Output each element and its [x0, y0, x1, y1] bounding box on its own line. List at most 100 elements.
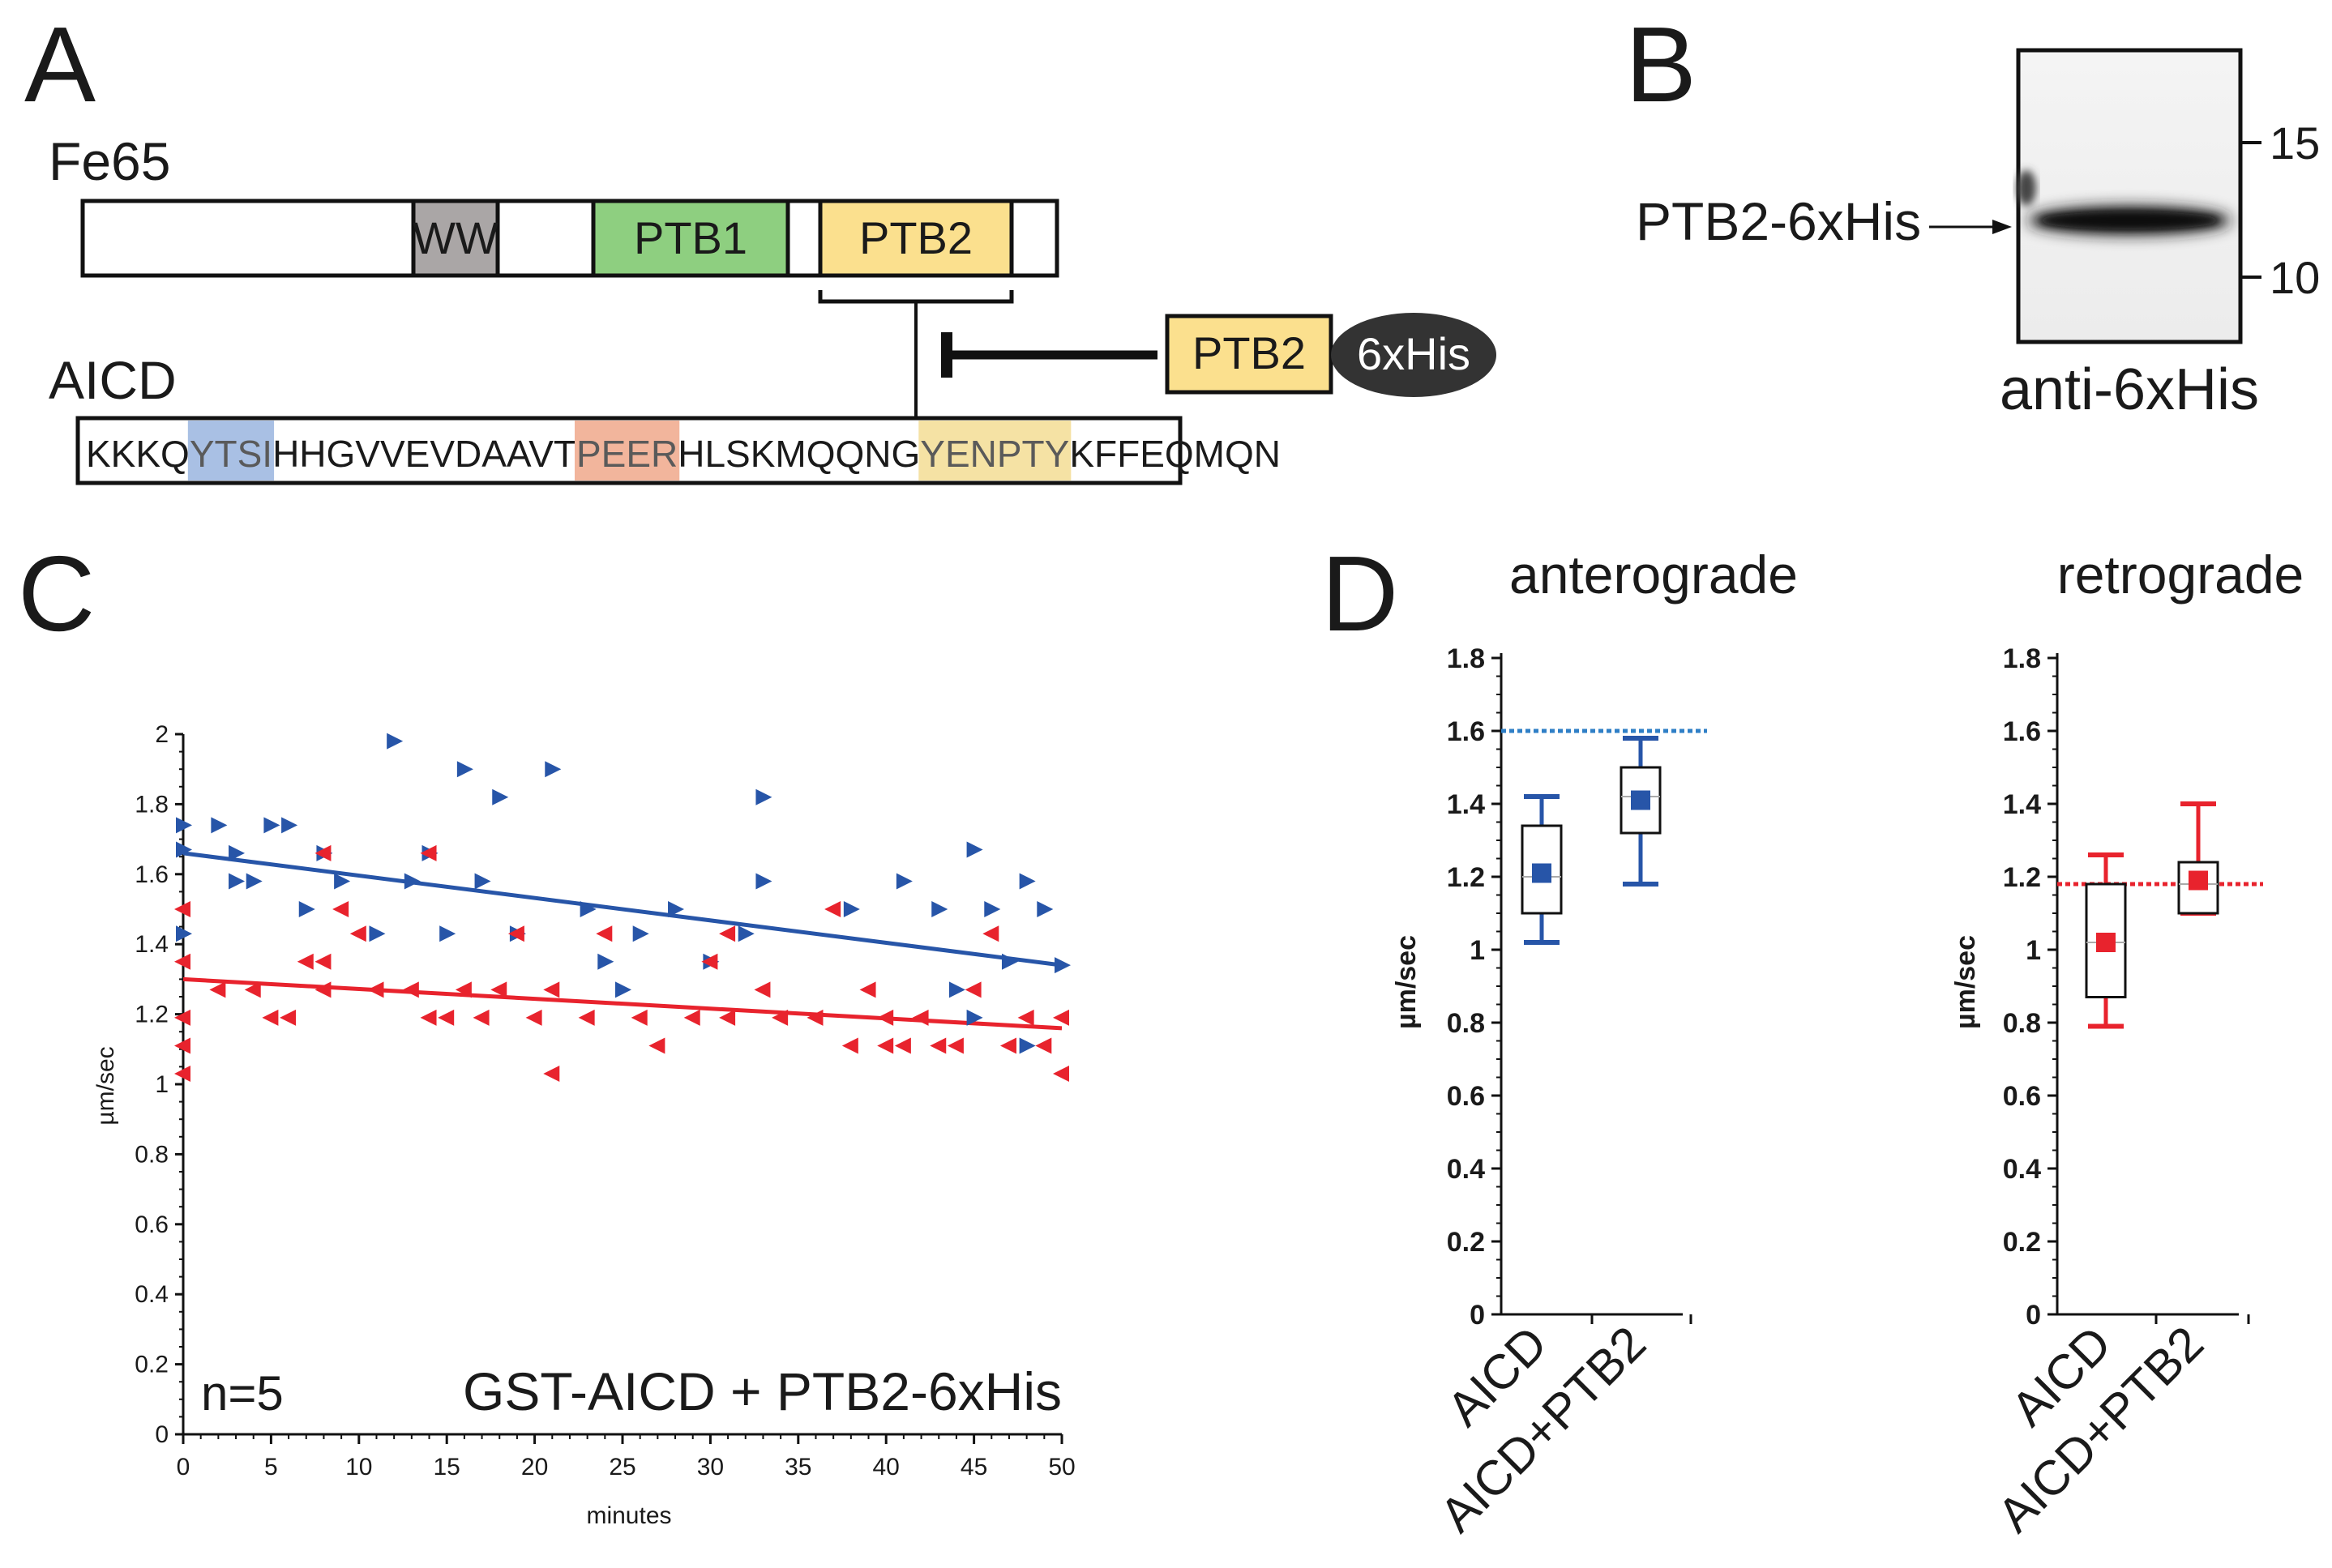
point-anterograde: [1055, 957, 1071, 974]
c-x-axis-label: minutes: [586, 1502, 671, 1529]
c-x-tick-label: 30: [697, 1454, 724, 1480]
construct-ptb2-label: PTB2: [1192, 327, 1306, 378]
sequence-segment: PEER: [576, 433, 678, 475]
d-retrograde-y-label: µm/sec: [1950, 935, 1981, 1029]
point-retrograde: [349, 925, 366, 942]
d-y-tick-label: 1.2: [2003, 862, 2041, 893]
point-retrograde: [596, 925, 613, 942]
d-y-tick-label: 0.6: [1447, 1081, 1485, 1112]
c-x-tick-label: 45: [961, 1454, 987, 1480]
his-tag-label: 6xHis: [1357, 328, 1470, 379]
ww-domain-label: WW: [413, 212, 498, 263]
c-x-tick-label: 10: [345, 1454, 372, 1480]
point-anterograde: [984, 901, 1001, 917]
c-y-tick-label: 0.8: [135, 1141, 169, 1168]
ww-domain: [411, 199, 500, 278]
c-y-tick-label: 0.2: [135, 1352, 169, 1378]
point-anterograde: [966, 1009, 983, 1026]
point-anterograde: [334, 873, 351, 890]
d-retrograde-title: retrograde: [2057, 545, 2304, 605]
point-retrograde: [754, 981, 771, 998]
point-retrograde: [490, 981, 507, 998]
panel-d: D anterograde µm/sec 0 0.2 0.4 0.6 0.8 1 1.2 1.…: [1321, 534, 2304, 1542]
d-y-tick-label: 1.2: [1447, 862, 1485, 893]
point-anterograde: [474, 873, 491, 890]
blot-edge-smear: [2017, 170, 2036, 206]
point-retrograde: [402, 981, 419, 998]
point-anterograde: [580, 901, 597, 917]
c-y-tick-label: 1: [155, 1071, 169, 1098]
point-retrograde: [525, 1009, 542, 1026]
point-retrograde: [982, 925, 999, 942]
fe65-label: Fe65: [49, 131, 170, 191]
point-anterograde: [229, 873, 246, 890]
ptb1-domain-label: PTB1: [634, 212, 747, 263]
point-anterograde: [298, 901, 315, 917]
blot-band-core: [2039, 211, 2220, 229]
point-anterograde: [738, 925, 755, 942]
point-anterograde: [755, 788, 772, 805]
point-retrograde: [841, 1037, 858, 1054]
point-retrograde: [367, 981, 384, 998]
point-retrograde: [912, 1009, 929, 1026]
d-mean-marker: [1631, 790, 1650, 810]
point-anterograde: [545, 761, 562, 778]
point-anterograde: [1019, 873, 1036, 890]
d-mean-marker: [2189, 870, 2208, 891]
d-y-tick-label: 1.6: [1447, 716, 1485, 747]
sequence-segment: KFFEQMQN: [1069, 433, 1281, 475]
point-anterograde: [668, 901, 685, 917]
panel-d-letter: D: [1321, 534, 1398, 653]
point-anterograde: [948, 981, 965, 998]
point-retrograde: [244, 981, 261, 998]
ptb1-domain: [591, 199, 790, 278]
point-retrograde: [683, 1009, 700, 1026]
aicd-label: AICD: [49, 350, 177, 410]
motif-highlight: [918, 421, 1072, 481]
point-retrograde: [1053, 1009, 1069, 1026]
c-x-tick-label: 5: [264, 1454, 278, 1480]
point-anterograde: [404, 873, 421, 890]
point-anterograde: [456, 761, 473, 778]
sequence-segment: YTSI: [190, 433, 272, 475]
d-mean-marker: [1532, 863, 1551, 883]
sequence-segment: HHGVVEVDAAVT: [272, 433, 576, 475]
c-y-axis-label: µm/sec: [92, 1046, 119, 1125]
point-retrograde: [314, 953, 332, 970]
point-retrograde: [543, 981, 560, 998]
point-anterograde: [755, 873, 772, 890]
point-retrograde: [507, 925, 524, 942]
panel-a: A Fe65 WW PTB1 PTB2 PTB2 6xHis AICD KKKQ…: [24, 5, 1496, 485]
point-retrograde: [209, 981, 226, 998]
point-retrograde: [297, 953, 314, 970]
panel-c-letter: C: [18, 534, 95, 653]
panel-b-letter: B: [1625, 5, 1697, 124]
d-anterograde-chart: anterograde µm/sec 0 0.2 0.4 0.6 0.8 1 1.2 1.4 1…: [1391, 545, 1798, 1542]
c-y-tick-label: 0.4: [135, 1281, 169, 1308]
trend-line-anterograde: [182, 851, 1063, 968]
d-anterograde-title: anterograde: [1509, 545, 1798, 605]
point-retrograde: [999, 1037, 1016, 1054]
sequence-segment: YENPTY: [920, 433, 1069, 475]
point-anterograde: [387, 733, 404, 750]
d-y-tick-label: 0.8: [1447, 1008, 1485, 1039]
point-retrograde: [420, 844, 437, 861]
d-y-tick-label: 0.8: [2003, 1008, 2041, 1039]
point-anterograde: [281, 817, 298, 834]
motif-highlight: [574, 421, 680, 481]
c-y-tick-label: 1.8: [135, 791, 169, 818]
marker-10-label: 10: [2270, 252, 2320, 303]
point-retrograde: [174, 901, 190, 917]
c-trend-lines: [182, 851, 1063, 1031]
point-retrograde: [420, 1009, 437, 1026]
point-anterograde: [843, 901, 860, 917]
band-arrow-head: [1992, 220, 2012, 234]
point-retrograde: [332, 901, 349, 917]
point-retrograde: [473, 1009, 490, 1026]
antibody-label: anti-6xHis: [2000, 357, 2259, 422]
d-y-tick-label: 1.8: [1447, 643, 1485, 674]
point-retrograde: [314, 981, 332, 998]
point-retrograde: [280, 1009, 297, 1026]
c-x-tick-label: 25: [609, 1454, 635, 1480]
construct-ptb2-box: [1165, 314, 1333, 395]
